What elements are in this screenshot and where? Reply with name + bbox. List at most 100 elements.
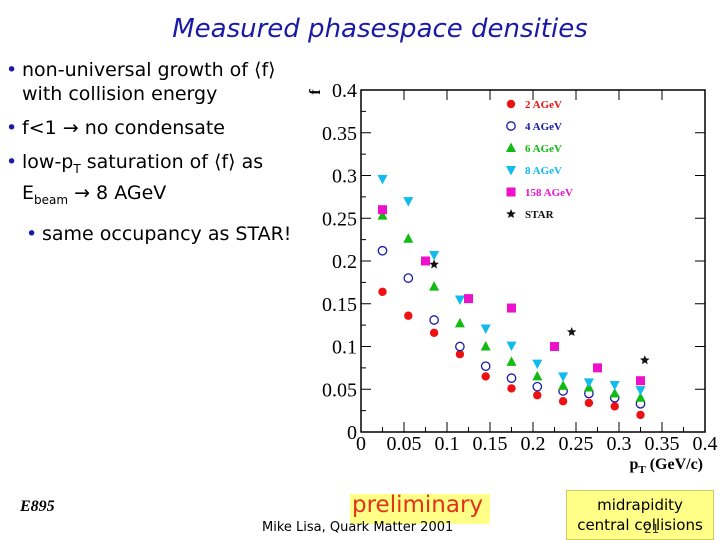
point-4-agev [480,361,491,372]
point-8-agev [532,359,543,370]
x-tick-label: 0.25 [559,433,594,455]
x-tick-label: 0.15 [473,433,508,455]
bullet-growth: • non-universal growth of ⟨f⟩ with colli… [6,58,306,106]
x-tick-label: 0.3 [607,433,632,455]
point-star [429,259,439,269]
point-2-agev [533,391,542,400]
bullet-growth-line2: with collision energy [22,83,218,105]
point-8-agev [635,386,646,396]
point-8-agev [377,174,388,185]
point-2-agev [378,287,387,296]
bullet-glyph: • [6,59,18,81]
point-4-agev [377,245,388,256]
phasespace-density-chart: 0 0.05 0.1 0.15 0.2 0.25 0.3 0.35 0.4 0 0.05 0.1 0.1… [307,80,718,476]
point-8-agev [583,378,594,388]
y-tick-label: 0.05 [322,379,357,401]
y-tick-label: 0.3 [332,166,357,188]
point-4-agev [429,315,439,325]
experiment-label: E895 [20,498,55,515]
bullet-saturation-pt: low-p [22,151,74,173]
point-4-agev [506,373,517,383]
sub-bullet-star: • same occupancy as STAR! [26,222,306,246]
point-8-agev [609,380,620,391]
point-8-agev [480,324,491,335]
bullet-saturation-e: E [22,181,35,204]
legend-label-4-agev: 4 AGeV [525,121,562,133]
legend-label-6-agev: 6 AGeV [525,143,562,155]
point-6-agev [609,388,620,398]
legend-marker-4-agev [506,121,516,131]
point-158-agev [593,363,602,373]
point-6-agev [429,281,440,291]
legend-label-2-agev: 2 AGeV [525,99,562,111]
bullet-saturation-rest: saturation of ⟨f⟩ as [80,151,264,173]
bullet-list: • non-universal growth of ⟨f⟩ with colli… [6,58,306,256]
legend-label-8-agev: 8 AGeV [525,165,562,177]
point-158-agev [507,303,516,313]
y-tick-label: 0.15 [322,294,357,316]
x-tick-label: 0 [356,433,366,455]
footer-credit: Mike Lisa, Quark Matter 2001 [262,520,454,535]
legend-label-158-agev: 158 AGeV [525,187,573,199]
sub-bullet-star-text: same occupancy as STAR! [42,222,292,245]
point-4-agev [403,273,414,283]
point-2-agev [584,398,594,408]
point-6-agev [506,356,517,366]
midrapidity-line1: midrapidity [597,496,683,514]
y-axis-label: f [307,89,324,95]
legend-marker-2-agev [506,99,516,109]
point-158-agev [421,256,430,266]
point-2-agev [507,384,516,393]
x-axis-label: pT (GeV/c) [629,456,703,476]
x-tick-label: 0.1 [435,433,460,455]
point-4-agev [455,341,465,352]
legend-marker-star [506,209,516,218]
x-tick-label: 0.2 [521,433,546,455]
bullet-condensate: • f<1 → no condensate [6,116,306,140]
point-8-agev [558,372,569,382]
preliminary-highlight [350,494,490,524]
x-tick-label: 0.05 [387,433,422,455]
bullet-saturation-pt-sub: T [73,161,81,176]
bullet-glyph: • [6,151,18,173]
plot-frame [360,89,706,433]
legend-label-star: STAR [525,209,555,221]
point-2-agev [404,311,413,320]
slide-title: Measured phasespace densities [172,14,588,44]
point-6-agev [403,233,414,243]
point-158-agev [550,342,559,351]
point-2-agev [481,372,490,381]
bullet-saturation-beam: → 8 AGeV [68,181,167,204]
point-158-agev [378,205,387,215]
point-6-agev [558,380,569,390]
y-tick-label: 0.2 [332,251,357,273]
preliminary-label: preliminary [352,492,484,518]
x-tick-label: 0.4 [693,433,718,455]
point-4-agev [532,381,543,392]
point-158-agev [464,294,473,304]
point-6-agev [454,317,465,328]
point-star [566,327,577,336]
point-star [640,355,650,365]
point-8-agev [429,251,440,261]
bullet-growth-line1: non-universal growth of ⟨f⟩ [22,59,276,81]
point-6-agev [377,210,388,220]
bullet-glyph: • [26,222,38,245]
point-8-agev [506,341,517,352]
point-2-agev [455,349,465,359]
y-tick-label: 0.1 [332,337,357,359]
point-2-agev [610,402,619,411]
point-158-agev [636,376,645,386]
bullet-condensate-text: f<1 → no condensate [22,117,225,139]
legend-marker-8-agev [506,166,516,176]
midrapidity-box: midrapidity central collisions [566,490,714,540]
point-6-agev [635,392,646,402]
y-tick-label: 0.4 [332,80,357,102]
point-2-agev [558,397,568,406]
x-tick-label: 0.35 [645,433,680,455]
bullet-saturation: • low-pT saturation of ⟨f⟩ as Ebeam → 8 … [6,150,306,212]
y-tick-label: 0.35 [322,123,357,145]
midrapidity-line2: central collisions [577,516,703,534]
legend-marker-6-agev [506,142,516,152]
point-2-agev [429,328,439,338]
